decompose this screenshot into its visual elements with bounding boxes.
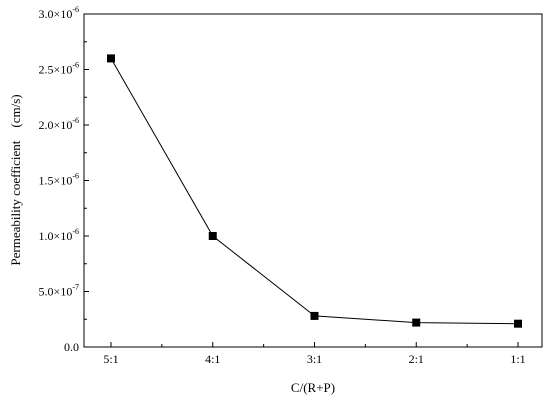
y-tick-label: 5.0×10-7 [39, 283, 79, 299]
y-axis: 0.0 5.0×10-7 1.0×10-6 1.5×10-6 2.0×10-6 2.5×1… [39, 5, 89, 354]
x-tick-label: 3:1 [307, 352, 322, 366]
data-point-marker [514, 319, 522, 328]
data-point-marker [208, 232, 217, 240]
x-tick-label: 4:1 [205, 352, 220, 366]
y-tick-label: 1.0×10-6 [39, 227, 79, 243]
x-tick-label: 1:1 [510, 352, 525, 366]
series-line [110, 58, 519, 325]
data-point-marker [107, 54, 115, 63]
y-tick-label: 2.0×10-6 [39, 116, 79, 132]
plot-frame [83, 13, 543, 348]
x-axis-title: C/(R+P) [291, 380, 335, 395]
data-point-marker [310, 311, 319, 320]
y-tick-label: 3.0×10-6 [39, 5, 79, 21]
x-tick-label: 5:1 [103, 352, 118, 366]
series-markers [107, 54, 522, 328]
y-tick-label: 2.5×10-6 [39, 61, 79, 77]
y-tick-label: 0.0 [64, 340, 79, 354]
x-tick-label: 2:1 [409, 352, 424, 366]
x-axis: 5:1 4:1 3:1 2:1 1:1 [103, 342, 526, 366]
y-tick-label: 1.5×10-6 [39, 172, 79, 188]
y-axis-title: Permeability coefficient (cm/s) [8, 94, 23, 265]
data-point-marker [412, 318, 421, 327]
